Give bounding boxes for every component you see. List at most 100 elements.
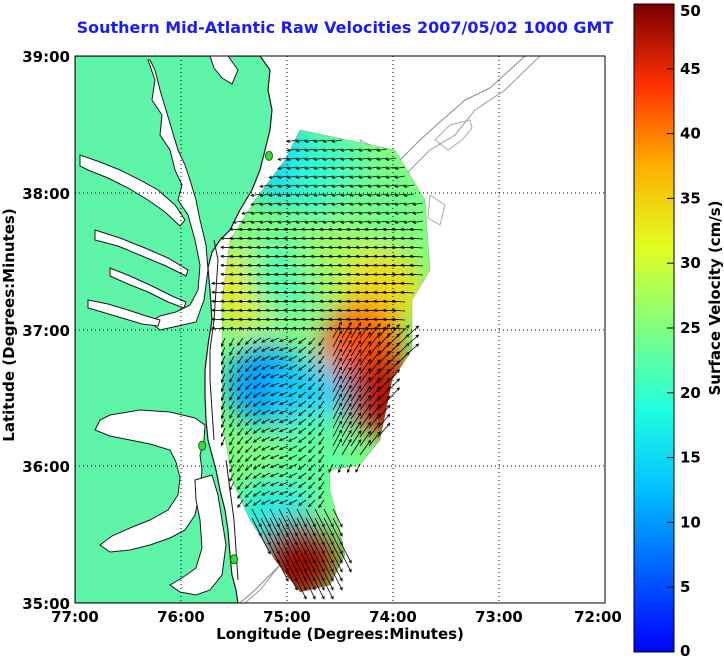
velocity-vector-head xyxy=(277,175,282,179)
velocity-vector-head xyxy=(355,290,359,295)
velocity-vector-head xyxy=(382,263,386,268)
velocity-vector-head xyxy=(238,272,242,277)
velocity-vector xyxy=(237,391,244,400)
velocity-vector-head xyxy=(283,245,287,250)
velocity-vector xyxy=(350,175,361,178)
velocity-vector xyxy=(279,346,289,351)
velocity-vector xyxy=(229,472,235,482)
velocity-vector xyxy=(341,157,352,160)
velocity-vector-head xyxy=(252,403,257,407)
velocity-vector xyxy=(270,364,280,369)
velocity-vector-head xyxy=(310,281,314,286)
velocity-vector-head xyxy=(244,431,249,435)
velocity-vector-head xyxy=(229,369,233,374)
velocity-vector-head xyxy=(220,361,225,366)
velocity-vector-head xyxy=(244,467,249,471)
velocity-vector-head xyxy=(259,220,264,224)
velocity-vector-head xyxy=(303,532,307,537)
velocity-vector-head xyxy=(308,386,312,391)
velocity-vector-head xyxy=(386,323,391,328)
plot-frame xyxy=(74,55,606,604)
velocity-vector-head xyxy=(288,501,293,505)
velocity-vector-head xyxy=(373,317,377,322)
velocity-vector xyxy=(261,373,271,379)
velocity-vector-head xyxy=(400,290,404,295)
velocity-vector-head xyxy=(386,341,391,346)
velocity-vector-head xyxy=(269,437,274,442)
velocity-vector xyxy=(341,193,352,196)
velocity-vector-head xyxy=(288,384,293,388)
velocity-vector xyxy=(288,463,298,469)
velocity-vector-head xyxy=(259,184,264,188)
velocity-vector-head xyxy=(304,175,309,179)
velocity-vector-head xyxy=(258,532,262,537)
velocity-vector-head xyxy=(269,482,274,487)
velocity-vector-head xyxy=(367,193,372,197)
velocity-vector xyxy=(278,544,289,563)
velocity-vector-head xyxy=(346,245,350,250)
velocity-vector xyxy=(288,454,298,460)
velocity-vector-head xyxy=(403,202,408,206)
velocity-vector xyxy=(298,463,307,470)
velocity-vector-head xyxy=(276,550,280,555)
velocity-vector-head xyxy=(321,577,325,582)
potomac-river xyxy=(79,154,186,227)
velocity-vector-head xyxy=(338,330,342,335)
velocity-vector-head xyxy=(394,193,399,197)
velocity-vector xyxy=(332,402,342,420)
velocity-vector-head xyxy=(377,431,381,435)
velocity-vector-head xyxy=(358,403,362,407)
velocity-vector xyxy=(269,211,280,214)
velocity-vector xyxy=(409,264,424,267)
velocity-vector-head xyxy=(331,139,336,143)
velocity-vector xyxy=(350,331,362,348)
velocity-vector xyxy=(308,418,316,426)
velocity-vector-head xyxy=(229,263,233,268)
velocity-vector xyxy=(368,413,381,429)
velocity-vector xyxy=(341,439,352,456)
velocity-vector xyxy=(305,580,316,599)
velocity-vector-head xyxy=(220,281,224,286)
velocity-vector xyxy=(359,440,371,456)
velocity-vector-head xyxy=(346,254,350,259)
velocity-vector-head xyxy=(328,308,332,313)
velocity-vector-head xyxy=(303,568,307,573)
velocity-vector xyxy=(318,427,325,436)
velocity-vector-head xyxy=(292,272,296,277)
velocity-vector xyxy=(332,535,343,554)
velocity-vector xyxy=(221,364,226,374)
velocity-vector-head xyxy=(337,469,342,474)
velocity-vector-head xyxy=(405,351,410,356)
velocity-vector-head xyxy=(409,236,413,241)
velocity-vector-head xyxy=(337,245,341,250)
velocity-vector xyxy=(298,382,307,389)
velocity-vector-head xyxy=(278,401,283,406)
velocity-vector xyxy=(253,409,262,416)
bathymetry-line xyxy=(434,119,473,151)
velocity-vector xyxy=(278,166,289,169)
velocity-vector xyxy=(253,499,262,506)
velocity-vector xyxy=(308,436,316,444)
velocity-vector-head xyxy=(340,175,345,179)
velocity-vector-head xyxy=(269,446,274,451)
velocity-vector xyxy=(237,364,244,373)
velocity-vector-head xyxy=(322,220,327,224)
velocity-vector xyxy=(308,490,316,498)
velocity-vector-head xyxy=(391,308,395,313)
velocity-vector-head xyxy=(244,359,249,363)
velocity-vector xyxy=(314,517,325,536)
velocity-vector-head xyxy=(252,421,257,425)
velocity-vector-head xyxy=(229,272,233,277)
velocity-vector xyxy=(332,157,343,160)
velocity-vector-head xyxy=(269,347,274,352)
velocity-vector xyxy=(377,166,388,169)
velocity-vector xyxy=(359,157,370,160)
velocity-vector xyxy=(395,202,406,205)
velocity-vector xyxy=(318,382,325,391)
velocity-vector xyxy=(260,517,271,536)
velocity-vector xyxy=(278,526,289,545)
velocity-vector xyxy=(270,409,280,414)
velocity-vector-head xyxy=(308,395,312,400)
velocity-vector-head xyxy=(238,290,242,295)
velocity-vector-head xyxy=(278,455,283,460)
